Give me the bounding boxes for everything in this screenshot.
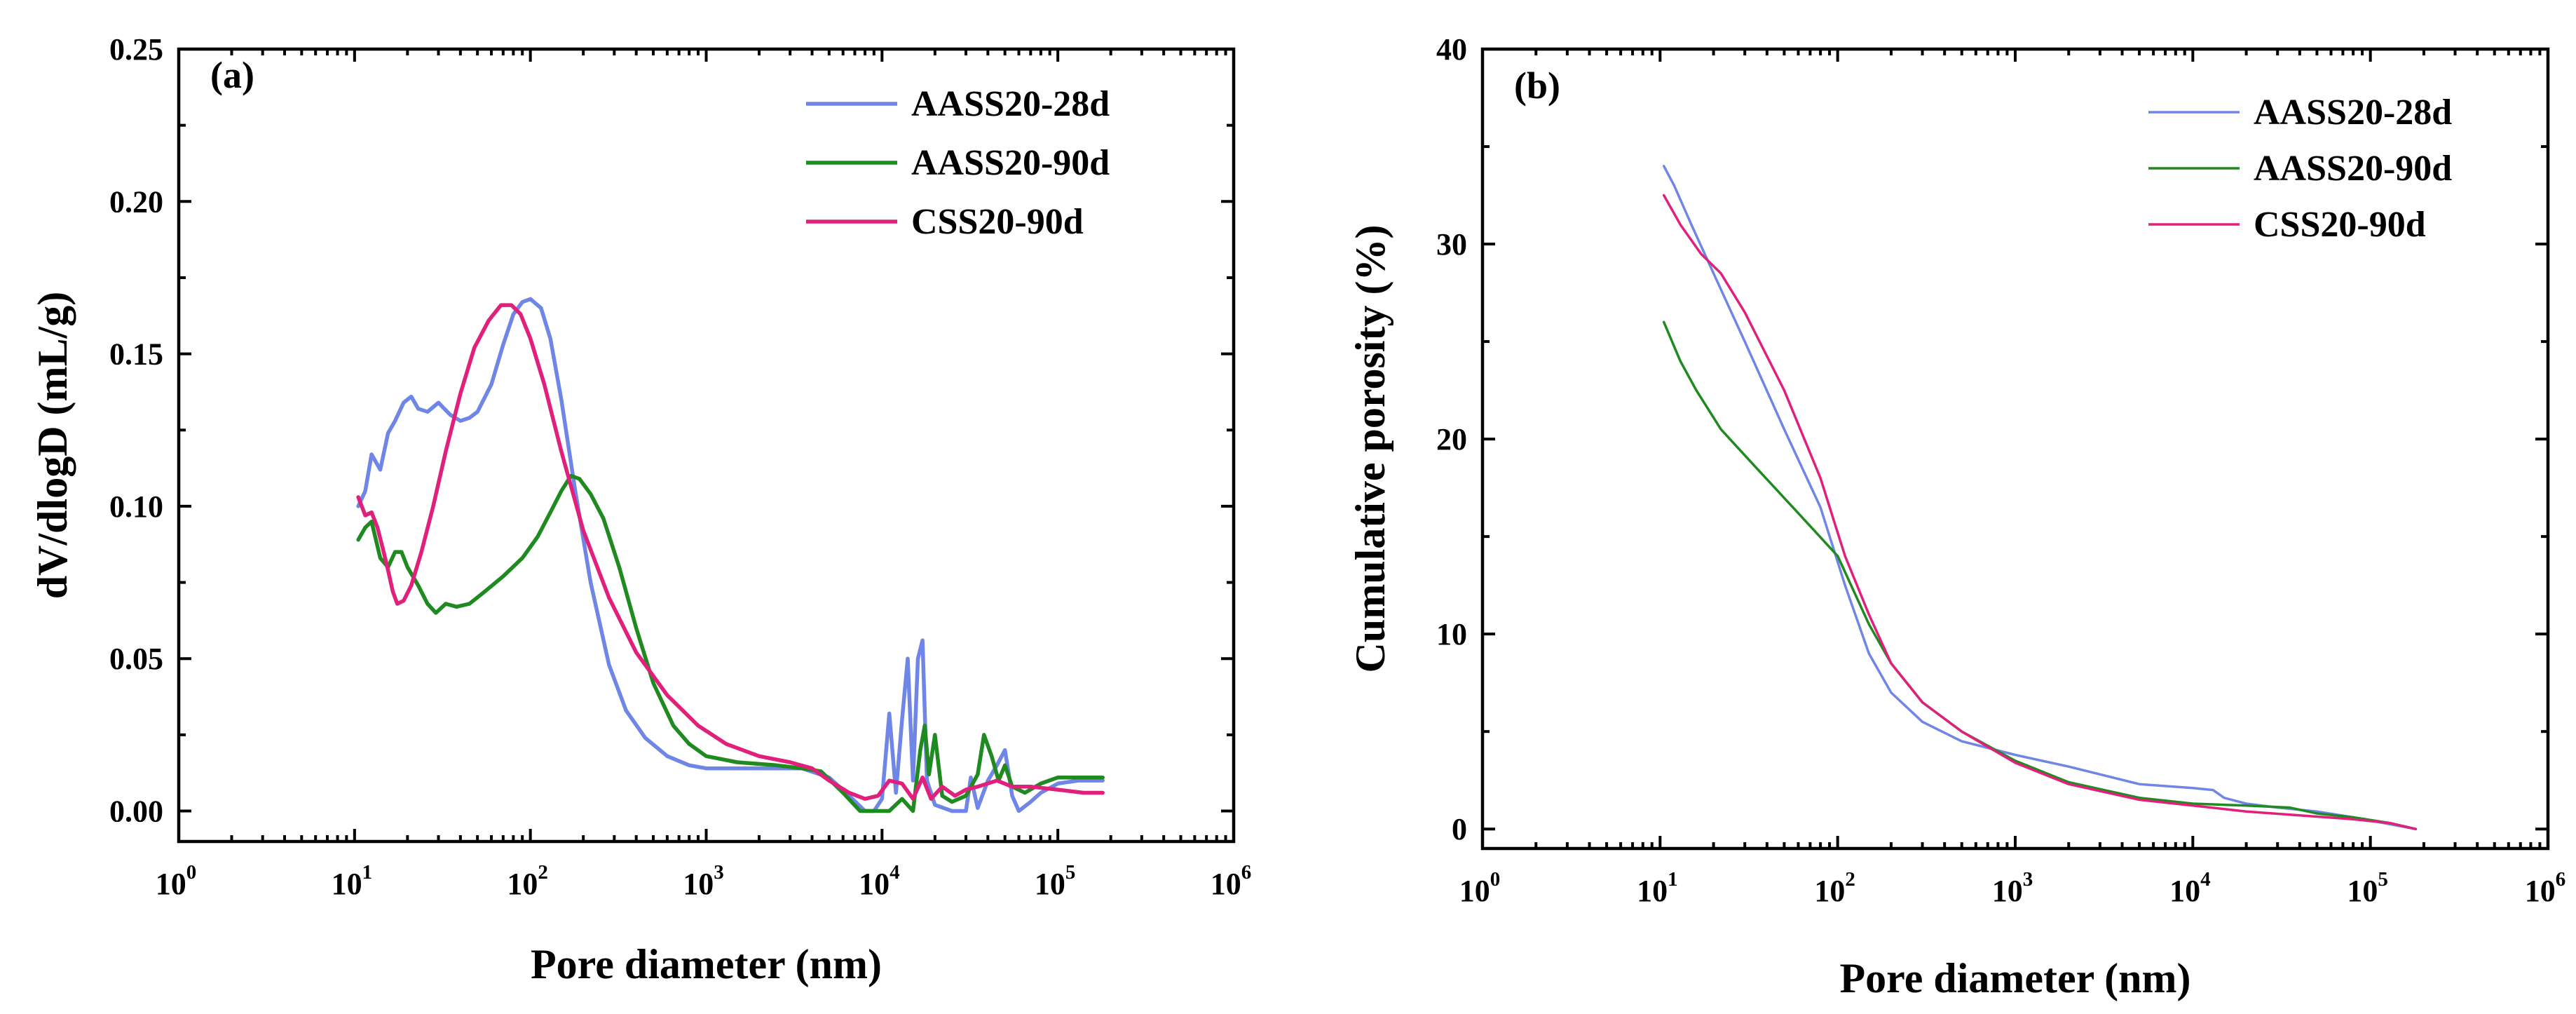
x-tick-base: 10: [332, 867, 362, 901]
x-tick-exponent: 6: [1241, 861, 1252, 884]
legend-label: AASS20-28d: [2254, 93, 2452, 133]
x-tick-base: 10: [1814, 874, 1845, 908]
series-line-aass20-28d: [1662, 165, 2418, 830]
y-axis-title: dV/dlogD (mL/g): [29, 292, 76, 599]
x-tick-base: 10: [156, 867, 186, 901]
y-tick-label: 0.05: [109, 642, 163, 676]
x-tick-exponent: 2: [538, 861, 548, 884]
legend: AASS20-28d AASS20-90d CSS20-90d: [2148, 93, 2452, 245]
x-tick-base: 10: [683, 867, 714, 901]
x-tick-label: 105: [2347, 868, 2388, 908]
legend-label: CSS20-90d: [2254, 205, 2426, 245]
x-tick-label: 106: [2525, 868, 2566, 908]
y-tick-label: 0.25: [109, 32, 163, 67]
series-line-css20-90d: [1662, 194, 2418, 830]
x-tick-label: 101: [332, 861, 373, 901]
x-tick-base: 10: [1992, 874, 2023, 908]
x-tick-base: 10: [2169, 874, 2200, 908]
x-tick-base: 10: [1459, 874, 1490, 908]
x-tick-label: 105: [1035, 861, 1076, 901]
y-tick-label: 0: [1452, 812, 1467, 846]
x-tick-label: 102: [1814, 868, 1855, 908]
x-tick-label: 102: [507, 861, 548, 901]
x-tick-label: 104: [2169, 868, 2211, 908]
x-tick-exponent: 0: [186, 861, 197, 884]
x-tick-label: 104: [859, 861, 900, 901]
x-tick-base: 10: [2347, 874, 2378, 908]
x-tick-base: 10: [1035, 867, 1065, 901]
x-tick-exponent: 4: [2200, 868, 2211, 891]
y-tick-label: 0.15: [109, 337, 163, 372]
x-tick-base: 10: [2525, 874, 2556, 908]
x-tick-exponent: 1: [1668, 868, 1678, 891]
x-tick-label: 103: [683, 861, 724, 901]
series-line-aass20-90d: [356, 473, 1105, 813]
y-axis-title: Cumulative porosity (%): [1347, 225, 1393, 673]
series-line-aass20-90d: [1662, 320, 2418, 830]
panel-label: (b): [1514, 65, 1560, 107]
x-tick-base: 10: [507, 867, 538, 901]
y-tick-label: 0.10: [109, 489, 163, 524]
x-tick-exponent: 3: [2023, 868, 2033, 891]
x-tick-label: 101: [1637, 868, 1678, 908]
x-tick-exponent: 5: [2378, 868, 2388, 891]
x-tick-exponent: 5: [1065, 861, 1076, 884]
x-tick-label: 100: [156, 861, 197, 901]
y-tick-label: 0.00: [109, 795, 163, 829]
x-tick-exponent: 1: [362, 861, 373, 884]
series-line-css20-90d: [356, 303, 1105, 801]
legend-label: AASS20-90d: [2254, 149, 2452, 189]
x-tick-base: 10: [1211, 867, 1241, 901]
x-tick-exponent: 3: [714, 861, 724, 884]
legend-label: CSS20-90d: [911, 202, 1084, 242]
y-tick-label: 40: [1436, 32, 1467, 67]
chart-panel-a: 100 101 102 103 104 105 1060.000.050.100.150.2…: [29, 32, 1251, 987]
x-tick-exponent: 6: [2556, 868, 2566, 891]
x-tick-label: 103: [1992, 868, 2033, 908]
legend-label: AASS20-90d: [911, 143, 1110, 183]
x-tick-exponent: 0: [1490, 868, 1501, 891]
x-tick-label: 100: [1459, 868, 1501, 908]
x-tick-base: 10: [859, 867, 890, 901]
legend-label: AASS20-28d: [911, 84, 1110, 124]
y-tick-label: 30: [1436, 227, 1467, 262]
x-tick-exponent: 2: [1845, 868, 1855, 891]
series-line-aass20-28d: [356, 297, 1105, 813]
legend: AASS20-28d AASS20-90d CSS20-90d: [806, 84, 1110, 242]
panel-label: (a): [210, 54, 254, 96]
x-axis-title: Pore diameter (nm): [531, 941, 882, 987]
y-tick-label: 10: [1436, 617, 1467, 651]
y-tick-label: 20: [1436, 422, 1467, 457]
y-tick-label: 0.20: [109, 184, 163, 219]
x-tick-label: 106: [1211, 861, 1252, 901]
x-tick-base: 10: [1637, 874, 1668, 908]
x-axis-title: Pore diameter (nm): [1840, 955, 2191, 1001]
x-tick-exponent: 4: [890, 861, 900, 884]
